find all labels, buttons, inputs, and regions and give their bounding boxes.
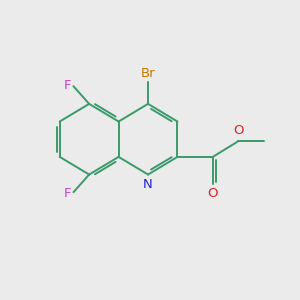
Text: O: O [233, 124, 244, 137]
Text: F: F [64, 187, 71, 200]
Text: Br: Br [141, 67, 155, 80]
Text: F: F [64, 79, 71, 92]
Text: N: N [143, 178, 153, 191]
Text: O: O [208, 187, 218, 200]
